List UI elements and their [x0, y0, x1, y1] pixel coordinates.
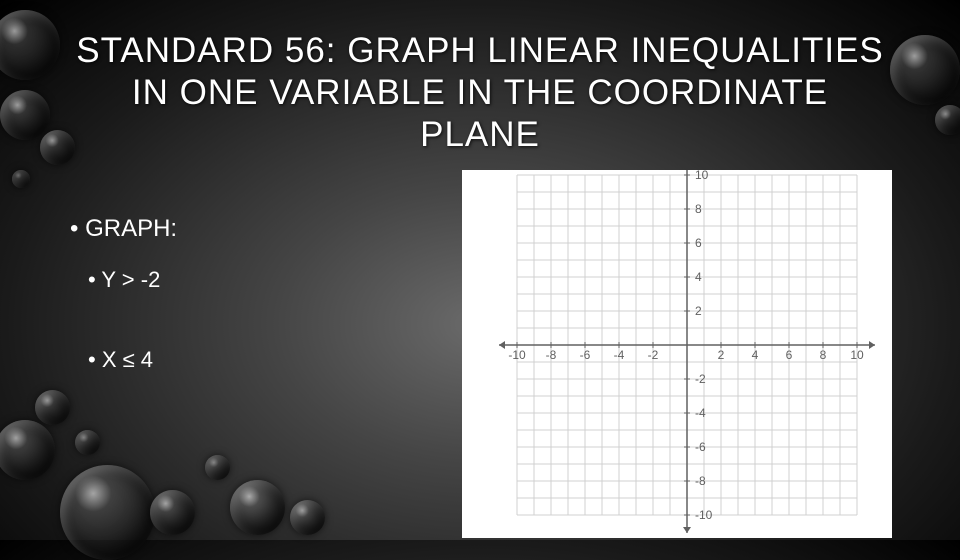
bullet-heading: • GRAPH:	[70, 215, 177, 243]
svg-text:10: 10	[695, 170, 709, 182]
water-drop-icon	[75, 430, 100, 455]
water-drop-icon	[230, 480, 285, 535]
water-drop-icon	[205, 455, 230, 480]
svg-text:10: 10	[850, 348, 864, 362]
bullet-item-2: • X ≤ 4	[88, 347, 177, 373]
water-drop-icon	[12, 170, 30, 188]
coordinate-plane-svg: -10 -8 -6 -4 -2 2 4 6 8 10 -10 -8 -6 -4 -2 2 4 6 8 10	[462, 170, 892, 538]
svg-text:-4: -4	[614, 348, 625, 362]
svg-text:-2: -2	[695, 372, 706, 386]
svg-text:-10: -10	[508, 348, 526, 362]
water-drop-icon	[0, 420, 55, 480]
svg-text:4: 4	[695, 270, 702, 284]
svg-text:-8: -8	[546, 348, 557, 362]
water-drop-icon	[35, 390, 70, 425]
svg-text:2: 2	[718, 348, 725, 362]
water-drop-icon	[150, 490, 195, 535]
svg-text:-6: -6	[695, 440, 706, 454]
svg-text:6: 6	[695, 236, 702, 250]
svg-text:-6: -6	[580, 348, 591, 362]
svg-text:-4: -4	[695, 406, 706, 420]
water-drop-icon	[290, 500, 325, 535]
slide-title: STANDARD 56: GRAPH LINEAR INEQUALITIES I…	[0, 30, 960, 156]
bullet-item-1: • Y > -2	[88, 267, 177, 293]
bullet-content: • GRAPH: • Y > -2 • X ≤ 4	[70, 215, 177, 373]
svg-text:-10: -10	[695, 508, 713, 522]
svg-text:8: 8	[695, 202, 702, 216]
svg-text:6: 6	[786, 348, 793, 362]
svg-text:4: 4	[752, 348, 759, 362]
svg-text:8: 8	[820, 348, 827, 362]
svg-text:2: 2	[695, 304, 702, 318]
water-drop-icon	[60, 465, 155, 560]
svg-text:-8: -8	[695, 474, 706, 488]
svg-text:-2: -2	[648, 348, 659, 362]
coordinate-plane-graph: -10 -8 -6 -4 -2 2 4 6 8 10 -10 -8 -6 -4 -2 2 4 6 8 10	[462, 170, 892, 538]
